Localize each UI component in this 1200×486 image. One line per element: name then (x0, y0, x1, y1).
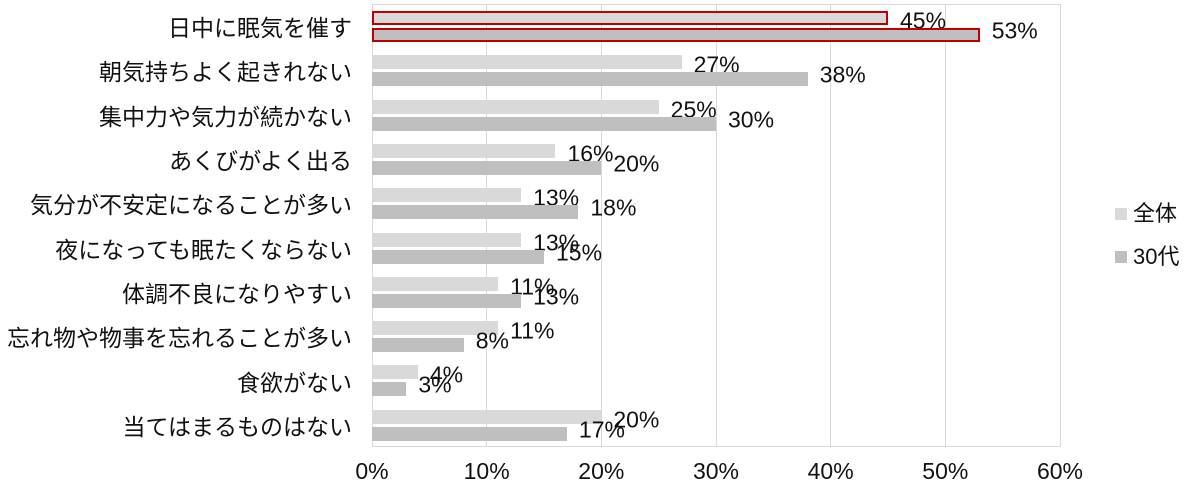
x-tick-label: 50% (922, 458, 969, 484)
x-tick-label: 0% (355, 458, 389, 484)
category-label: 夜になっても眠たくならない (55, 236, 352, 263)
category-label: 体調不良になりやすい (122, 280, 352, 307)
value-label: 45% (900, 7, 947, 34)
bar-全体 (372, 99, 659, 114)
gridline (1059, 4, 1061, 447)
category-label: 気分が不安定になることが多い (30, 192, 352, 219)
category-label: 忘れ物や物事を忘れることが多い (7, 325, 352, 352)
value-label: 16% (567, 140, 614, 167)
bar-30代 (372, 160, 602, 175)
bar-全体 (372, 365, 418, 380)
value-label: 17% (578, 416, 625, 443)
bar-全体 (372, 232, 522, 247)
legend-series-name: 全体 (1133, 201, 1178, 226)
bar-30代 (372, 28, 980, 42)
gridline (486, 4, 488, 447)
bar-30代 (372, 116, 716, 131)
value-label: 27% (693, 51, 740, 78)
gridline (944, 4, 946, 447)
value-label: 25% (670, 96, 717, 123)
value-label: 30% (728, 106, 775, 133)
value-label: 13% (533, 184, 580, 211)
category-label: 日中に眠気を催す (168, 15, 352, 42)
gridline (600, 4, 602, 447)
value-label: 20% (613, 406, 660, 433)
x-tick-label: 10% (463, 458, 510, 484)
legend-swatch (1115, 251, 1127, 263)
value-label: 13% (533, 229, 580, 255)
bar-全体 (372, 143, 556, 158)
x-tick-label: 40% (807, 458, 854, 484)
gridline (830, 4, 832, 447)
value-label: 18% (590, 194, 637, 221)
legend-swatch (1115, 208, 1127, 220)
category-label: あくびがよく出る (169, 148, 352, 175)
category-label: 朝気持ちよく起きれない (99, 59, 352, 86)
bar-30代 (372, 426, 567, 441)
value-label: 20% (613, 150, 660, 177)
bar-30代 (372, 249, 544, 264)
legend: 全体 30代 (1115, 202, 1179, 288)
bar-30代 (372, 293, 522, 308)
value-label: 11% (510, 273, 555, 300)
value-label: 4% (429, 361, 464, 388)
plot-bottom-border (372, 446, 1060, 447)
plot-top-border (372, 4, 1060, 5)
x-tick-label: 30% (692, 458, 740, 484)
category-label: 食欲がない (237, 369, 352, 396)
bar-全体 (372, 409, 602, 424)
bar-30代 (372, 382, 407, 397)
bar-全体 (372, 321, 499, 336)
value-label: 8% (475, 327, 509, 354)
bar-全体 (372, 11, 888, 25)
bar-30代 (372, 72, 808, 87)
bar-30代 (372, 338, 464, 353)
legend-series-name: 30代 (1133, 244, 1180, 269)
category-label: 当てはまるものはない (122, 413, 352, 440)
category-axis: 日中に眠気を催す朝気持ちよく起きれない 集中力や気力が続かないあくびがよく出る気分… (0, 4, 352, 447)
bar-全体 (372, 276, 499, 291)
value-label: 15% (556, 239, 603, 265)
category-label: 集中力や気力が続かない (99, 103, 352, 130)
gridline (371, 4, 373, 447)
value-label: 38% (819, 61, 866, 88)
legend-item: 30代 (1115, 245, 1179, 269)
value-label: 13% (533, 283, 580, 310)
bar-30代 (372, 205, 579, 220)
value-axis: 0% 10% 20% 30% 40% 50% 60% (355, 458, 1083, 486)
bar-全体 (372, 188, 522, 203)
gridline (715, 4, 717, 447)
value-label: 3% (418, 371, 452, 398)
bar-全体 (372, 55, 682, 70)
x-tick-label: 60% (1036, 458, 1084, 484)
plot-area: 45% 53% 27% 38% 25% 30% 16% 20% 13% 18% 13% 15% 11% 1… (371, 4, 1061, 447)
legend-item: 全体 (1115, 202, 1179, 226)
x-tick-label: 20% (578, 458, 625, 484)
value-label: 53% (991, 17, 1038, 44)
value-label: 11% (510, 317, 555, 344)
